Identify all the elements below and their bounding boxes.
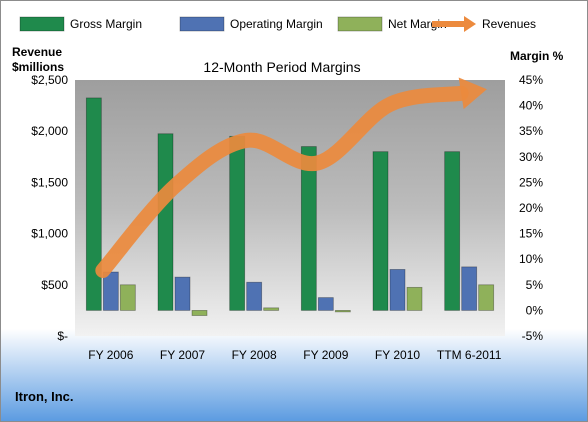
left-tick-label: $1,500: [31, 175, 68, 189]
revenue-line: [95, 85, 469, 278]
legend-label: Operating Margin: [230, 17, 323, 31]
operating-marginbar: [461, 266, 478, 311]
net-marginbar: [119, 284, 136, 311]
left-tick-label: $-: [57, 329, 68, 343]
right-tick-label: 20%: [519, 201, 543, 215]
left-tick-label: $2,500: [31, 73, 68, 87]
revenue-series: [95, 77, 487, 278]
category-label: TTM 6-2011: [437, 348, 502, 362]
right-tick-label: 40%: [519, 99, 543, 113]
right-tick-label: 30%: [519, 150, 543, 164]
legend-label: Gross Margin: [70, 17, 142, 31]
operating-marginbar: [389, 269, 406, 311]
right-tick-label: 15%: [519, 227, 543, 241]
right-axis-title: Margin %: [510, 49, 564, 63]
gross-marginbar: [229, 135, 246, 311]
gross-marginbar: [157, 133, 174, 311]
right-tick-label: 35%: [519, 124, 543, 138]
gross-marginbar: [444, 151, 461, 311]
category-label: FY 2010: [375, 348, 420, 362]
net-marginbar: [334, 309, 351, 313]
category-axis: FY 2006 FY 2007 FY 2008 FY 2009 FY 2010 TTM 6…: [88, 348, 501, 362]
left-axis-title-line1: Revenue: [12, 45, 62, 59]
right-tick-label: -5%: [522, 329, 544, 343]
category-label: FY 2006: [88, 348, 133, 362]
legend-label: Net Margin: [388, 17, 447, 31]
operating-marginbar: [102, 271, 119, 311]
gross-marginbar: [300, 146, 317, 311]
category-label: FY 2007: [160, 348, 205, 362]
operating-marginbar: [246, 281, 263, 311]
category-label: FY 2008: [232, 348, 277, 362]
left-axis-title-line2: $millions: [12, 60, 64, 74]
right-tick-label: 10%: [519, 252, 543, 266]
revenue-arrowhead: [458, 77, 487, 110]
company-name: Itron, Inc.: [15, 389, 74, 404]
right-tick-label: 25%: [519, 175, 543, 189]
left-tick-label: $1,000: [31, 227, 68, 241]
chart-title: 12-Month Period Margins: [203, 59, 360, 75]
legend-swatch: [337, 16, 383, 32]
bar-series: [85, 97, 495, 316]
net-marginbar: [191, 309, 208, 316]
gross-marginbar: [85, 97, 102, 311]
legend-swatch: [19, 16, 65, 32]
net-marginbar: [478, 284, 495, 311]
right-axis: -5% 0% 5% 10% 15% 20% 25% 30% 35% 40% 45%: [519, 73, 543, 343]
legend-arrow-icon: [464, 16, 476, 32]
operating-marginbar: [174, 276, 191, 311]
gross-marginbar: [372, 151, 389, 311]
right-tick-label: 5%: [526, 278, 544, 292]
right-tick-label: 0%: [526, 303, 544, 317]
net-marginbar: [406, 286, 423, 311]
legend-label: Revenues: [482, 17, 536, 31]
category-label: FY 2009: [303, 348, 348, 362]
legend-swatch: [179, 16, 225, 32]
plot-area: [75, 80, 505, 336]
operating-marginbar: [317, 297, 334, 311]
net-marginbar: [263, 307, 280, 311]
left-axis: $- $500 $1,000 $1,500 $2,000 $2,500: [31, 73, 68, 343]
left-tick-label: $2,000: [31, 124, 68, 138]
legend: Gross Margin Operating Margin Net Margin Re…: [19, 16, 536, 32]
right-tick-label: 45%: [519, 73, 543, 87]
left-tick-label: $500: [41, 278, 68, 292]
